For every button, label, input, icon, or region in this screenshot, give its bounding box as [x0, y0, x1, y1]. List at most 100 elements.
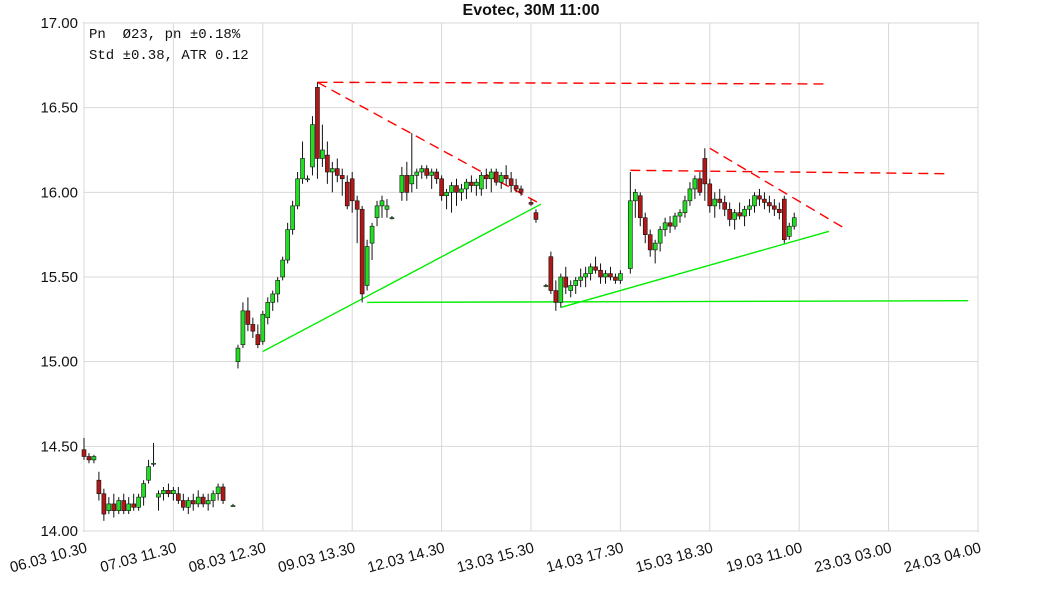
candle-body — [399, 175, 405, 193]
candle-body — [722, 202, 728, 210]
candle-body — [513, 185, 519, 190]
candle-body — [593, 266, 598, 271]
candle-body — [240, 310, 246, 346]
candle-body — [156, 493, 161, 498]
candle-body — [508, 178, 514, 186]
candle-body — [603, 273, 608, 278]
candle-body — [652, 242, 658, 251]
x-tick-label: 15.03 18.30 — [634, 539, 715, 576]
candle-body — [548, 256, 554, 291]
candle-body — [146, 466, 151, 481]
y-tick-label: 15.00 — [40, 354, 78, 371]
candle-body — [767, 202, 772, 207]
x-tick-label: 13.03 15.30 — [455, 539, 536, 576]
candle-body — [628, 200, 633, 269]
x-tick-label: 12.03 14.30 — [366, 539, 447, 576]
candle-body — [414, 171, 420, 176]
trend-line — [560, 230, 830, 309]
candle-body — [687, 188, 693, 202]
trend-line — [709, 147, 845, 229]
candle-body — [325, 154, 330, 173]
info-line: Pn Ø23, pn ±0.18% — [89, 27, 241, 43]
candle-body — [598, 269, 603, 278]
candle-body — [275, 280, 281, 295]
candle-body — [752, 195, 757, 207]
candle-body — [210, 493, 216, 501]
candle-body — [190, 500, 196, 505]
chart-title: Evotec, 30M 11:00 — [463, 2, 600, 19]
candle-body — [354, 200, 360, 210]
candle-body — [717, 198, 723, 203]
x-tick-label: 23.03 03.00 — [813, 539, 894, 576]
candle-body — [483, 175, 489, 180]
candle-body — [608, 273, 613, 278]
candle-body — [662, 222, 668, 230]
candle-body — [310, 124, 315, 168]
candle-body — [777, 208, 782, 213]
candle-body — [553, 290, 559, 303]
candle-body — [136, 496, 141, 508]
candle-body — [121, 500, 127, 511]
candle-body — [404, 175, 410, 193]
candle-body — [141, 483, 146, 498]
candle-body — [692, 178, 698, 190]
info-line: Std ±0.38, ATR 0.12 — [89, 48, 249, 64]
candle-body — [464, 181, 469, 190]
candle-body — [469, 181, 474, 186]
x-tick-label: 09.03 13.30 — [276, 539, 357, 576]
x-tick-label: 08.03 12.30 — [187, 539, 268, 576]
candle-body — [300, 158, 305, 180]
candle-body — [707, 183, 713, 207]
x-tick-label: 07.03 11.30 — [99, 539, 179, 576]
y-tick-label: 17.00 — [40, 15, 78, 32]
candle-body — [588, 266, 593, 274]
trend-line — [317, 81, 542, 205]
candle-body — [359, 208, 365, 295]
candle-body — [742, 208, 747, 217]
candle-body — [632, 192, 638, 202]
candle-body — [543, 285, 549, 287]
candle-body — [384, 205, 390, 210]
candle-body — [573, 280, 579, 286]
candle-body — [250, 324, 256, 332]
candle-body — [364, 246, 370, 286]
candle-body — [270, 293, 276, 303]
candle-body — [374, 205, 380, 219]
candle-body — [578, 276, 583, 281]
candle-body — [732, 212, 737, 220]
candle-body — [131, 503, 136, 508]
candle-body — [101, 493, 107, 515]
candle-body — [171, 490, 176, 495]
candle-body — [613, 276, 618, 281]
candle-body — [151, 462, 156, 465]
candle-body — [697, 178, 703, 193]
trend-line — [317, 81, 830, 85]
trend-line — [630, 169, 949, 175]
candle-body — [657, 229, 663, 244]
candle-body — [424, 168, 430, 176]
candle-body — [235, 347, 241, 362]
candle-body — [186, 500, 191, 508]
y-tick-label: 14.50 — [40, 438, 78, 455]
candle-body — [642, 217, 648, 235]
candle-body — [260, 313, 266, 342]
candle-body — [493, 171, 499, 183]
candle-body — [255, 334, 261, 346]
candle-body — [757, 195, 762, 200]
candle-body — [429, 171, 434, 176]
candle-body — [409, 175, 415, 185]
candle-body — [96, 479, 102, 495]
candle-body — [320, 149, 325, 159]
candle-body — [161, 490, 166, 495]
candle-body — [245, 310, 251, 325]
candle-body — [712, 198, 718, 207]
candle-body — [488, 171, 494, 180]
candle-body — [205, 500, 211, 505]
candle-body — [702, 158, 708, 185]
candle-body — [618, 273, 623, 281]
candle-body — [215, 486, 221, 495]
candle-body — [419, 168, 425, 173]
candle-body — [295, 178, 300, 207]
x-tick-label: 14.03 17.30 — [544, 539, 625, 576]
candle-body — [280, 259, 285, 278]
